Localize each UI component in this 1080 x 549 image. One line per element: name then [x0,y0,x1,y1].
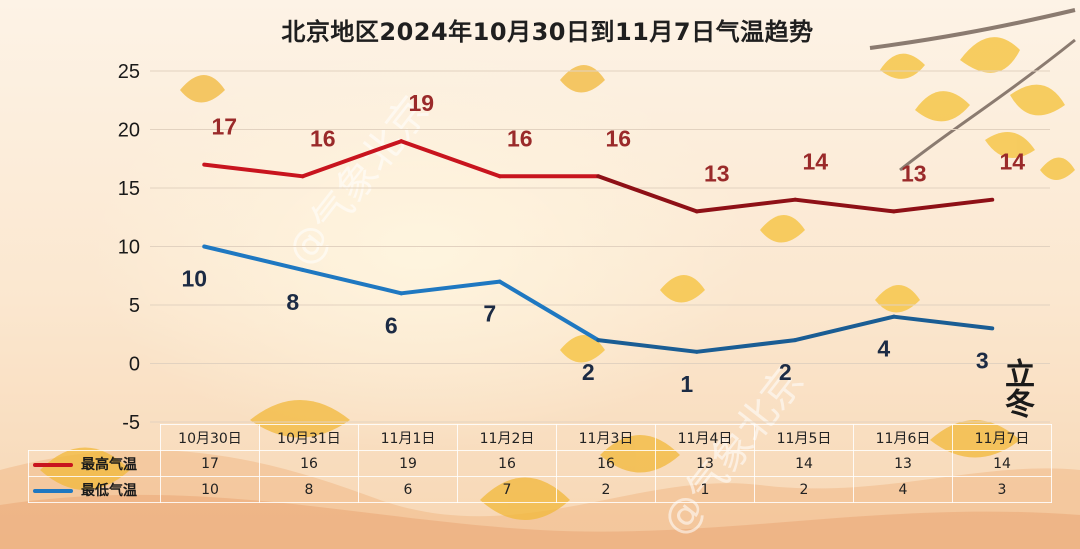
series-high-line-segment [793,197,896,214]
data-label-high: 14 [802,149,828,175]
data-label-low: 1 [680,371,693,397]
table-cell-high: 16 [457,450,557,477]
series-high-line-segment [891,197,995,214]
table-header-cell: 11月1日 [358,424,458,451]
table-cell-high: 19 [358,450,458,477]
table-cell-low: 7 [457,476,557,503]
y-tick-label: -5 [122,412,140,434]
legend-high-swatch [33,462,73,467]
legend-low: 最低气温 [28,476,161,503]
data-label-high: 16 [310,125,336,151]
data-label-high: 16 [605,125,631,151]
data-label-low: 10 [181,266,207,292]
table-cell-low: 6 [358,476,458,503]
series-low-line-segment [399,279,502,296]
series-low-line-segment [596,338,699,354]
legend-high: 最高气温 [28,450,161,477]
chart-title: 北京地区2024年10月30日到11月7日气温趋势 [281,18,814,46]
data-label-high: 13 [901,160,927,186]
table-cell-high: 13 [655,450,755,477]
table-cell-low: 2 [556,476,656,503]
table-cell-high: 17 [160,450,260,477]
legend-low-label: 最低气温 [81,482,137,499]
y-tick-label: 25 [118,61,140,83]
y-tick-label: 15 [118,178,140,200]
data-label-low: 8 [286,289,299,315]
series-high-line-segment [596,174,699,214]
table-header-cell: 11月7日 [952,424,1052,451]
table-cell-low: 2 [754,476,854,503]
series-low-line-segment [891,314,995,331]
table-cell-high: 14 [754,450,854,477]
data-label-low: 7 [483,301,496,327]
table-header-cell: 10月31日 [259,424,359,451]
data-label-high: 16 [507,125,533,151]
y-tick-label: 10 [118,237,140,259]
series-high-line-segment [694,197,798,214]
data-label-low: 2 [582,359,595,385]
table-header-row: 10月30日 10月31日 11月1日 11月2日 11月3日 11月4日 11… [29,424,1052,451]
table-cell-high: 14 [952,450,1052,477]
series-low-line-segment [202,244,305,272]
table-row-low: 最低气温 10 8 6 7 2 1 2 4 3 [28,476,1052,503]
series-high-line-segment [300,139,404,179]
series-low-line-segment [694,338,798,354]
table-cell-high: 13 [853,450,953,477]
series-low-line-segment [497,279,601,343]
data-table: 10月30日 10月31日 11月1日 11月2日 11月3日 11月4日 11… [28,424,1052,503]
data-label-low: 2 [779,359,792,385]
table-cell-high: 16 [259,450,359,477]
lidong-seal: 立冬 [999,358,1034,418]
legend-high-label: 最高气温 [81,456,137,473]
table-header-cell: 11月3日 [556,424,656,451]
legend-low-swatch [33,488,73,493]
y-tick-label: 20 [118,120,140,142]
data-label-high: 13 [704,160,730,186]
table-cell-low: 10 [160,476,260,503]
table-header-cell: 11月6日 [853,424,953,451]
y-tick-label: 5 [129,295,140,317]
table-header-cell: 11月4日 [655,424,755,451]
data-label-high: 19 [408,90,434,116]
series-high-line-segment [202,162,305,179]
y-tick-label: 0 [129,354,140,376]
table-header-cell: 11月5日 [754,424,854,451]
series-low-line-segment [300,267,404,296]
data-label-low: 4 [877,336,890,362]
table-row-high: 最高气温 17 16 19 16 16 13 14 13 14 [28,450,1052,477]
series-low-line-segment [793,314,896,343]
table-cell-high: 16 [556,450,656,477]
table-cell-low: 3 [952,476,1052,503]
series-high-line-segment [399,139,502,179]
table-header-cell: 10月30日 [160,424,260,451]
table-cell-low: 1 [655,476,755,503]
data-label-high: 17 [211,114,237,140]
table-cell-low: 4 [853,476,953,503]
data-label-low: 3 [976,347,989,373]
table-cell-low: 8 [259,476,359,503]
table-header-cell: 11月2日 [457,424,557,451]
data-label-high: 14 [999,149,1025,175]
data-label-low: 6 [385,312,398,338]
